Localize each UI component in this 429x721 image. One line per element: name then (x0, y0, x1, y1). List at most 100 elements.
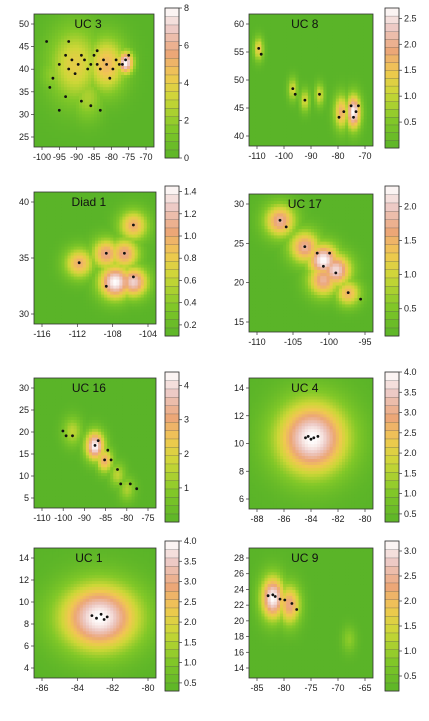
x-tick-label: -104 (139, 329, 157, 339)
site-point (278, 218, 282, 222)
x-tick-label: -80 (277, 683, 290, 693)
colorbar-tick-label: 0 (184, 153, 189, 163)
x-tick-label: -95 (358, 337, 371, 347)
x-tick-label: -100 (54, 513, 72, 523)
site-point (127, 53, 131, 57)
y-tick-label: 22 (234, 600, 244, 610)
colorbar-tick-label: 1.0 (404, 489, 417, 499)
colorbar: 0.5 1.0 1.5 2.0 2.5 (384, 7, 417, 149)
colorbar-tick-label: 0.5 (404, 671, 417, 681)
heatmap-panel-2: UC 8 -110 -100 -90 -80 -70 40 45 50 55 60 0.5 1.0 1.5… (234, 7, 417, 161)
site-point (354, 110, 358, 113)
site-point (315, 251, 319, 255)
x-tick-label: -86 (277, 514, 290, 524)
site-point (290, 602, 294, 605)
y-tick-label: 16 (234, 647, 244, 657)
colorbar-tick-label: 0.6 (184, 275, 197, 285)
heatmap-surface (249, 548, 373, 678)
colorbar: 0.5 1.0 1.5 2.0 2.5 3.0 3.5 4.0 (164, 536, 197, 692)
site-point (322, 264, 325, 268)
y-tick-label: 50 (19, 19, 29, 29)
y-tick-label: 8 (239, 466, 244, 476)
y-tick-label: 50 (234, 75, 244, 85)
site-point (111, 67, 115, 71)
site-point (51, 76, 55, 80)
y-tick-label: 60 (234, 19, 244, 29)
site-point (105, 63, 108, 66)
site-point (114, 58, 118, 62)
x-tick-label: -100 (275, 151, 293, 161)
site-point (295, 608, 299, 611)
site-point (357, 104, 360, 108)
x-tick-label: -110 (248, 337, 265, 347)
heatmap-surface (34, 14, 154, 147)
y-tick-label: 14 (19, 553, 29, 563)
x-tick-label: -100 (320, 337, 338, 347)
colorbar-tick-label: 0.5 (184, 678, 197, 688)
colorbar-tick-label: 1.5 (184, 637, 197, 647)
colorbar: 0.2 0.4 0.6 0.8 1.0 1.2 1.4 (164, 185, 197, 337)
colorbar-tick-label: 1.0 (184, 231, 197, 241)
y-tick-label: 28 (234, 553, 244, 563)
site-point (90, 614, 94, 617)
x-tick-label: -85 (250, 683, 263, 693)
site-point (116, 468, 119, 471)
x-tick-label: -75 (304, 683, 317, 693)
site-point (257, 47, 261, 50)
x-tick-label: -65 (358, 683, 371, 693)
heatmap-surface (34, 548, 156, 678)
site-point (108, 76, 112, 80)
colorbar-tick-label: 2 (184, 449, 189, 459)
site-point (71, 434, 74, 438)
heatmap-surface (34, 378, 156, 508)
x-tick-label: -88 (250, 514, 263, 524)
colorbar-tick-label: 1 (184, 483, 189, 493)
site-point (64, 53, 67, 57)
x-tick-label: -110 (33, 513, 50, 523)
colorbar-tick-label: 3.5 (184, 556, 197, 566)
site-point (271, 593, 275, 597)
y-tick-label: 20 (234, 616, 244, 626)
site-point (70, 58, 74, 62)
x-tick-label: -75 (141, 513, 154, 523)
heatmap-panel-4: UC 17 -110 -105 -100 -95 15 20 25 30 0.5 1.0 1.5 2.0 (234, 185, 417, 347)
x-tick-label: -90 (70, 152, 83, 162)
colorbar-tick-label: 4 (184, 381, 189, 391)
y-tick-label: 20 (19, 427, 29, 437)
colorbar-tick-label: 2.0 (404, 596, 417, 606)
site-point (259, 52, 263, 56)
panel-title: UC 3 (74, 17, 102, 31)
x-tick-label: -82 (106, 683, 119, 693)
site-point (306, 435, 310, 438)
y-tick-label: 20 (234, 278, 244, 288)
x-tick-label: -75 (122, 152, 135, 162)
x-tick-label: -84 (71, 683, 84, 693)
y-tick-label: 18 (234, 632, 244, 642)
y-tick-label: 4 (24, 663, 29, 673)
colorbar-tick-label: 2 (184, 116, 189, 126)
site-point (77, 261, 81, 265)
y-tick-label: 15 (19, 449, 29, 459)
y-tick-label: 5 (24, 493, 29, 503)
site-point (352, 115, 355, 119)
y-tick-label: 25 (19, 405, 29, 415)
site-point (303, 98, 307, 102)
site-point (89, 63, 93, 66)
site-point (98, 67, 102, 71)
y-tick-label: 40 (234, 131, 244, 141)
panel-title: UC 9 (291, 551, 319, 565)
site-point (346, 291, 350, 294)
site-point (99, 612, 103, 616)
panel-title: UC 16 (72, 381, 106, 395)
site-point (61, 429, 65, 433)
x-tick-label: -90 (304, 151, 317, 161)
site-point (334, 271, 338, 275)
site-point (121, 63, 124, 66)
colorbar-tick-label: 2.0 (404, 201, 417, 211)
y-tick-label: 12 (234, 411, 244, 421)
colorbar-tick-label: 1.5 (404, 236, 417, 246)
site-point (96, 439, 100, 442)
colorbar-tick-label: 0.5 (404, 509, 417, 519)
colorbar-tick-label: 1.0 (184, 658, 197, 668)
y-tick-label: 26 (234, 569, 244, 579)
